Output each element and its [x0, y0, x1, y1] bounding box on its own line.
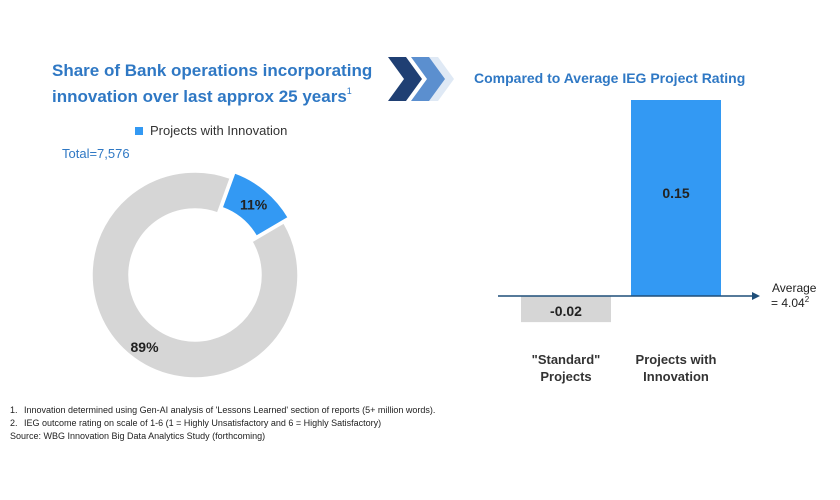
donut-slice-innovation [221, 171, 290, 238]
bar-value-standard-projects: -0.02 [550, 303, 582, 319]
footnote-2-number: 2. [10, 418, 18, 428]
donut-slice-other [91, 171, 299, 379]
category-label-standard-line2: Projects [540, 369, 591, 384]
bar-standard-projects [521, 296, 611, 323]
legend-label-innovation: Projects with Innovation [150, 123, 288, 138]
bar-chart: -0.02 0.15 Average = 4.042 "Standard" Proj… [498, 100, 817, 384]
donut-label-other: 89% [131, 339, 160, 355]
footnote-2-text: IEG outcome rating on scale of 1-6 (1 = … [24, 418, 382, 428]
footnote-1-number: 1. [10, 405, 18, 415]
donut-slices [91, 171, 299, 379]
category-labels: "Standard" Projects Projects with Innovatio… [532, 352, 717, 384]
left-title-footnote-ref: 1 [346, 86, 352, 96]
donut-legend: Projects with Innovation [135, 123, 287, 138]
footnote-1-text: Innovation determined using Gen-AI analy… [24, 405, 436, 415]
left-title-line1: Share of Bank operations incorporating [52, 61, 373, 80]
donut-chart: 11% 89% [91, 171, 299, 379]
category-label-innovation-line1: Projects with [636, 352, 717, 367]
chevron-arrows-icon [388, 57, 454, 101]
average-label-value: = 4.04 [771, 296, 805, 310]
footnote-1: 1. Innovation determined using Gen-AI an… [10, 404, 435, 417]
left-title-line2: innovation over last approx 25 years [52, 87, 347, 106]
average-label-line2: = 4.042 [771, 295, 810, 310]
left-title: Share of Bank operations incorporating i… [52, 60, 392, 107]
footnote-2: 2. IEG outcome rating on scale of 1-6 (1… [10, 417, 435, 430]
bar-value-projects-with-innovation: 0.15 [662, 185, 689, 201]
baseline-arrow-icon [752, 292, 760, 300]
donut-label-innovation: 11% [240, 197, 268, 213]
bars: -0.02 0.15 [521, 100, 721, 323]
bar-projects-with-innovation [631, 100, 721, 296]
right-title: Compared to Average IEG Project Rating [474, 70, 746, 86]
category-label-innovation-line2: Innovation [643, 369, 709, 384]
total-label: Total=7,576 [62, 146, 130, 161]
footnotes: 1. Innovation determined using Gen-AI an… [10, 404, 435, 443]
average-label-line1: Average [772, 281, 817, 295]
donut-labels: 11% 89% [131, 197, 268, 355]
legend-swatch-innovation [135, 126, 143, 135]
source-note: Source: WBG Innovation Big Data Analytic… [10, 431, 266, 441]
average-label-footnote-ref: 2 [805, 295, 810, 304]
category-label-standard-line1: "Standard" [532, 352, 601, 367]
